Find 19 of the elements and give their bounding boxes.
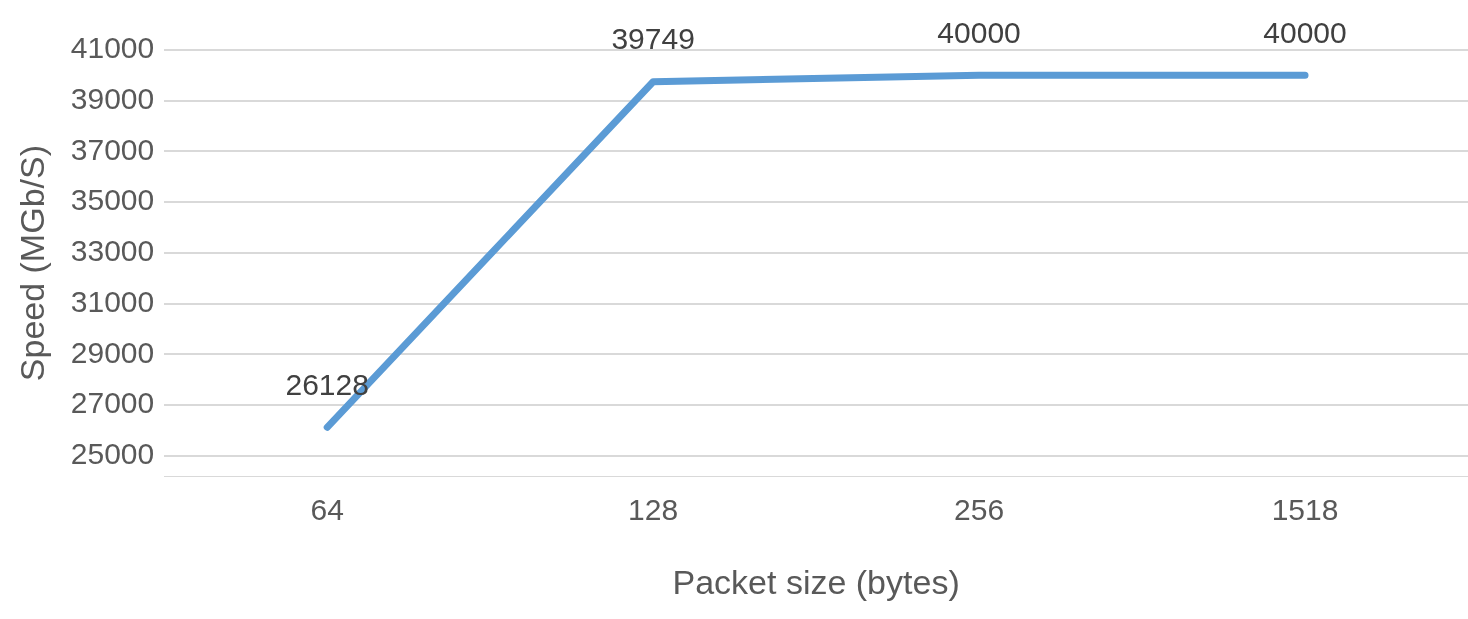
y-tick-label: 35000 [70,183,155,217]
y-axis-title: Speed (MGb/S) [12,144,51,382]
y-tick-label: 41000 [70,31,155,65]
y-tick-label: 27000 [70,386,155,420]
data-label: 40000 [937,15,1021,49]
y-tick-label: 33000 [70,234,155,268]
x-tick-label: 64 [310,493,344,527]
data-label: 26128 [285,367,369,401]
data-label: 39749 [611,22,695,55]
x-tick-label: 256 [954,493,1005,527]
x-axis-title: Packet size (bytes) [672,562,960,601]
data-label: 40000 [1263,15,1347,49]
y-tick-label: 37000 [70,132,155,166]
y-tick-label: 29000 [70,335,155,369]
x-tick-label: 128 [628,493,679,527]
y-tick-label: 31000 [70,284,155,318]
y-tick-label: 25000 [70,437,155,471]
x-tick-label: 1518 [1271,493,1339,527]
y-tick-label: 39000 [70,82,155,115]
